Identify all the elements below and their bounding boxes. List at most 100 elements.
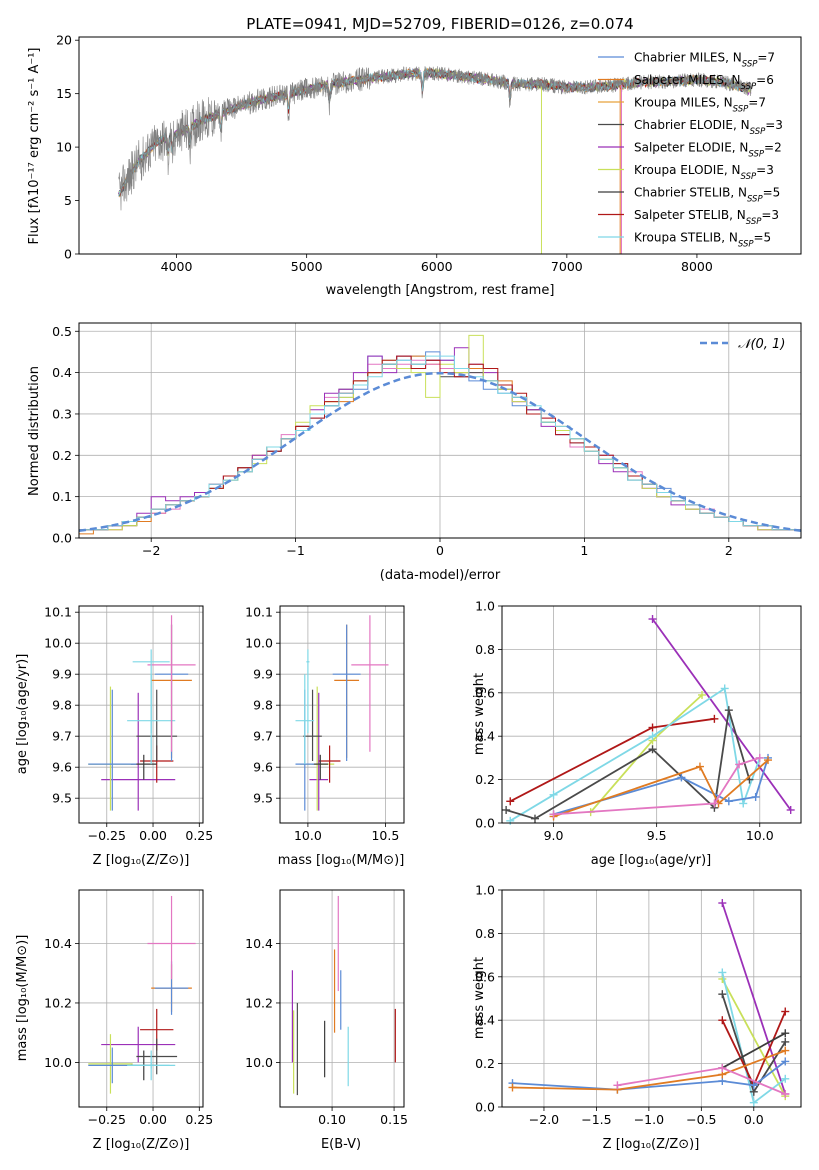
mass-ebv-panel: 0.10 0.15 10.0 10.2 10.4 E(B-V) xyxy=(245,889,408,1152)
mass-z-panel: −0.25 0.00 0.25 10.0 10.2 10.4 Z [log₁₀(Z/Z⊙)… xyxy=(15,889,213,1152)
weight-age-y-label: mass weight xyxy=(472,673,487,755)
x-tick-label: 0.00 xyxy=(139,828,167,843)
y-tick-label: 9.8 xyxy=(52,698,72,713)
y-tick-label: 15 xyxy=(56,86,72,101)
x-tick-label: −0.25 xyxy=(88,828,126,843)
y-tick-label: 0.4 xyxy=(52,365,72,380)
y-tick-label: 10.4 xyxy=(245,936,273,951)
mass-ebv-x-label: E(B-V) xyxy=(321,1137,361,1152)
x-tick-label: −0.25 xyxy=(88,1112,126,1127)
mass-ebv-points xyxy=(291,895,396,1096)
residual-y-label: Normed distribution xyxy=(27,366,42,496)
x-tick-label: 1 xyxy=(580,543,588,558)
histogram-step xyxy=(79,355,801,531)
legend-gaussian-label: 𝒩(0, 1) xyxy=(738,337,785,352)
error-bars xyxy=(88,895,196,1094)
y-tick-label: 9.7 xyxy=(253,729,273,744)
residual-x-label: (data-model)/error xyxy=(380,568,501,583)
y-tick-label: 9.5 xyxy=(253,791,273,806)
x-tick-label: 9.5 xyxy=(647,828,667,843)
y-tick-label: 0.8 xyxy=(475,926,495,941)
y-tick-label: 9.9 xyxy=(253,667,273,682)
x-tick-label: −1 xyxy=(286,543,304,558)
x-tick-label: −1.5 xyxy=(581,1112,611,1127)
y-tick-label: 0.6 xyxy=(475,969,495,984)
x-tick-label: 0.25 xyxy=(185,1112,213,1127)
error-bars xyxy=(88,615,196,811)
age-z-x-label: Z [log₁₀(Z/Z⊙)] xyxy=(93,853,190,868)
x-tick-label: 10.0 xyxy=(746,828,774,843)
x-tick-label: 4000 xyxy=(161,259,193,274)
y-tick-label: 0.3 xyxy=(52,406,72,421)
observed-spectrum xyxy=(118,66,752,211)
y-tick-label: 0.0 xyxy=(475,1100,495,1115)
x-tick-label: 6000 xyxy=(421,259,453,274)
y-tick-label: 5 xyxy=(64,193,72,208)
weight-line xyxy=(721,902,787,1095)
y-tick-label: 1.0 xyxy=(475,599,495,614)
weight-line xyxy=(553,757,761,816)
y-tick-label: 0.0 xyxy=(52,531,72,546)
y-tick-label: 0.0 xyxy=(475,816,495,831)
y-tick-label: 10.4 xyxy=(44,936,72,951)
x-tick-label: 2 xyxy=(725,543,733,558)
x-tick-label: 5000 xyxy=(291,259,323,274)
weight-z-lines xyxy=(508,899,790,1107)
weight-line xyxy=(509,686,761,822)
x-tick-label: −2 xyxy=(142,543,160,558)
residual-panel: −2 −1 0 1 2 0.0 0.1 0.2 0.3 0.4 0.5 𝒩(0, 1) (data-… xyxy=(27,322,802,583)
residual-histograms xyxy=(78,334,802,535)
age-mass-x-label: mass [log₁₀(M/M⊙)] xyxy=(278,853,405,868)
y-tick-label: 0.4 xyxy=(475,729,495,744)
gaussian-curve xyxy=(78,371,802,533)
weight-line xyxy=(721,1032,786,1069)
y-tick-label: 0.2 xyxy=(475,1056,495,1071)
weight-age-x-label: age [log₁₀(age/yr)] xyxy=(591,853,712,868)
x-tick-label: −1.0 xyxy=(634,1112,664,1127)
spectrum-y-label: Flux [fλ10⁻¹⁷ erg cm⁻² s⁻¹ A⁻¹] xyxy=(27,48,42,245)
y-tick-label: 9.6 xyxy=(52,760,72,775)
y-tick-label: 10.1 xyxy=(44,605,72,620)
age-mass-points xyxy=(295,615,389,811)
y-tick-label: 20 xyxy=(56,33,72,48)
mass-z-y-label: mass [log₁₀(M/M⊙)] xyxy=(15,935,30,1062)
spectrum-x-label: wavelength [Angstrom, rest frame] xyxy=(326,283,555,298)
x-tick-label: 0.0 xyxy=(744,1112,764,1127)
y-tick-label: 0.8 xyxy=(475,642,495,657)
weight-line xyxy=(512,1049,786,1091)
y-tick-label: 0.4 xyxy=(475,1013,495,1028)
x-tick-label: 10.5 xyxy=(371,828,399,843)
x-tick-label: 0.15 xyxy=(380,1112,408,1127)
y-tick-label: 9.5 xyxy=(52,791,72,806)
weight-age-lines xyxy=(502,615,795,825)
y-tick-label: 1.0 xyxy=(475,883,495,898)
x-tick-label: 0.00 xyxy=(139,1112,167,1127)
x-tick-label: 10.0 xyxy=(294,828,322,843)
y-tick-label: 10.0 xyxy=(245,1055,273,1070)
weight-z-x-label: Z [log₁₀(Z/Z⊙)] xyxy=(603,1137,700,1152)
x-tick-label: 7000 xyxy=(551,259,583,274)
mass-z-points xyxy=(88,895,196,1094)
y-tick-label: 0 xyxy=(64,247,72,262)
x-tick-label: 9.0 xyxy=(544,828,564,843)
age-z-points xyxy=(88,615,196,811)
weight-line xyxy=(553,759,769,818)
age-mass-panel: 10.0 10.5 9.5 9.6 9.7 9.8 9.9 10.0 10.1 mass [lo… xyxy=(245,605,405,868)
y-tick-label: 0.6 xyxy=(475,685,495,700)
weight-age-panel: 9.0 9.5 10.0 0.0 0.2 0.4 0.6 0.8 1.0 age [log₁₀(… xyxy=(472,599,802,868)
y-tick-label: 10.2 xyxy=(44,995,72,1010)
y-tick-label: 10.1 xyxy=(245,605,273,620)
spectrum-title: PLATE=0941, MJD=52709, FIBERID=0126, z=0… xyxy=(246,15,633,33)
weight-z-y-label: mass weight xyxy=(472,957,487,1039)
residual-axis-ticks: −2 −1 0 1 2 0.0 0.1 0.2 0.3 0.4 0.5 xyxy=(52,324,733,558)
y-tick-label: 0.2 xyxy=(52,448,72,463)
y-tick-label: 9.9 xyxy=(52,667,72,682)
weight-line xyxy=(721,978,787,1097)
y-tick-label: 10 xyxy=(56,140,72,155)
x-tick-label: 0.25 xyxy=(185,828,213,843)
error-bars xyxy=(295,615,389,811)
x-tick-label: 8000 xyxy=(681,259,713,274)
y-tick-label: 10.0 xyxy=(245,636,273,651)
y-tick-label: 10.0 xyxy=(44,1055,72,1070)
